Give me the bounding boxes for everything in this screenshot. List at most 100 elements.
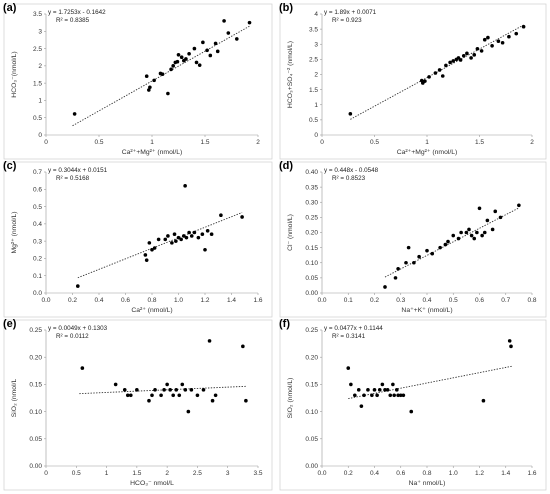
y-tick-label: 0.25 [29,327,42,334]
data-point [152,78,156,83]
trendline [72,25,250,127]
data-point [412,260,416,265]
data-point [174,388,179,392]
data-point [388,393,393,398]
y-tick-label: 0.15 [305,382,318,389]
y-tick-label: 0.4 [33,221,42,228]
y-tick-label: 0.00 [305,290,318,297]
data-point [348,112,353,116]
data-point [437,68,442,72]
r-squared: R² = 0.8523 [332,175,366,182]
regression-equation: y = 0.448x - 0.0548 [324,167,379,174]
data-point [398,393,403,398]
data-point [125,393,130,398]
y-tick-label: 4 [314,11,318,18]
y-tick-label: 0.6 [33,186,42,193]
data-point [179,237,183,242]
y-tick-label: 1.5 [309,87,318,94]
y-axis-title: HCO₃⁻(nmol/L) [11,51,18,97]
data-point [401,393,406,398]
data-point [472,236,477,241]
x-tick-label: 0.6 [396,470,405,477]
data-point [147,241,152,245]
data-point [189,388,194,392]
y-tick-label: 0.3 [33,238,42,245]
data-point [472,53,477,57]
data-point [446,239,450,244]
x-tick-label: 0 [44,470,48,477]
data-point [135,388,139,392]
data-point [417,254,421,259]
data-point [353,393,357,398]
x-tick-label: 1 [105,470,109,477]
data-point [427,75,431,79]
trendline [384,207,520,278]
data-point [521,24,526,29]
data-point [172,232,177,237]
x-tick-label: 1 [150,139,154,146]
data-point [490,43,494,48]
data-point [159,393,163,398]
x-tick-label: 0.2 [344,470,353,477]
data-point [150,247,154,252]
x-tick-label: 0.8 [147,297,156,304]
data-point [183,388,188,392]
y-tick-label: 0.5 [309,117,318,124]
x-tick-label: 0.4 [94,297,103,304]
y-tick-label: 0.5 [33,204,42,211]
x-tick-label: 3 [226,470,230,477]
data-point [481,398,486,403]
data-point [507,339,512,343]
y-tick-label: 0.10 [29,409,42,416]
data-point [153,388,157,392]
data-point [219,213,223,218]
data-point [80,366,85,370]
y-tick-label: 1 [38,98,42,105]
data-point [461,53,466,58]
x-axis-title: Na⁺ nmol/L) [409,480,446,487]
x-tick-label: 0.6 [121,297,130,304]
y-tick-label: 1.5 [33,80,42,87]
y-tick-label: 0.5 [33,115,42,122]
data-point [168,388,172,392]
data-point [205,48,209,53]
data-point [444,63,448,68]
x-tick-label: 1.4 [501,470,510,477]
x-tick-label: 0.5 [72,470,81,477]
panel-frame [3,319,273,491]
x-tick-label: 0.0 [317,297,326,304]
data-point [475,230,479,235]
data-point [377,388,382,392]
data-point [346,366,351,370]
data-point [409,409,414,414]
x-axis-title: Ca²⁺+Mg²⁺ (nmol/L) [397,149,458,156]
x-tick-label: 3.5 [253,470,262,477]
data-point [500,40,505,45]
regression-equation: y = 0.3044x + 0.0151 [48,167,108,174]
regression-equation: y = 0.0477x + 0.1144 [324,325,383,332]
data-point [372,388,377,392]
data-point [213,41,218,46]
x-tick-label: 2.5 [193,470,202,477]
chart-panel-e: (e) 0.00 0.05 0.10 0.15 0.20 0.25 0 0.5 1 1.5 2 2.5 3… [3,318,273,491]
x-tick-label: 0.7 [501,297,510,304]
data-point [396,267,400,271]
y-tick-label: 2 [314,72,318,79]
data-point [385,388,390,392]
data-point [147,88,151,92]
data-point [200,232,205,237]
data-point [496,39,501,44]
data-point [392,393,396,398]
data-point [514,31,519,36]
y-tick-label: 3.5 [33,11,42,18]
r-squared: R² = 0.923 [332,17,362,24]
data-point [113,382,118,387]
data-point [180,382,185,387]
data-point [166,91,170,96]
data-point [425,248,429,253]
panel-frame [279,319,547,491]
y-tick-label: 0.00 [29,463,42,470]
x-tick-label: 0.2 [370,297,379,304]
y-tick-label: 0.2 [33,256,42,263]
y-tick-label: 0.25 [305,215,318,222]
